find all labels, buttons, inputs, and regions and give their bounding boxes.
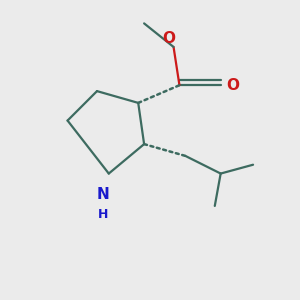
Text: O: O (226, 78, 239, 93)
Text: O: O (163, 31, 176, 46)
Text: H: H (98, 208, 108, 221)
Text: N: N (97, 187, 109, 202)
